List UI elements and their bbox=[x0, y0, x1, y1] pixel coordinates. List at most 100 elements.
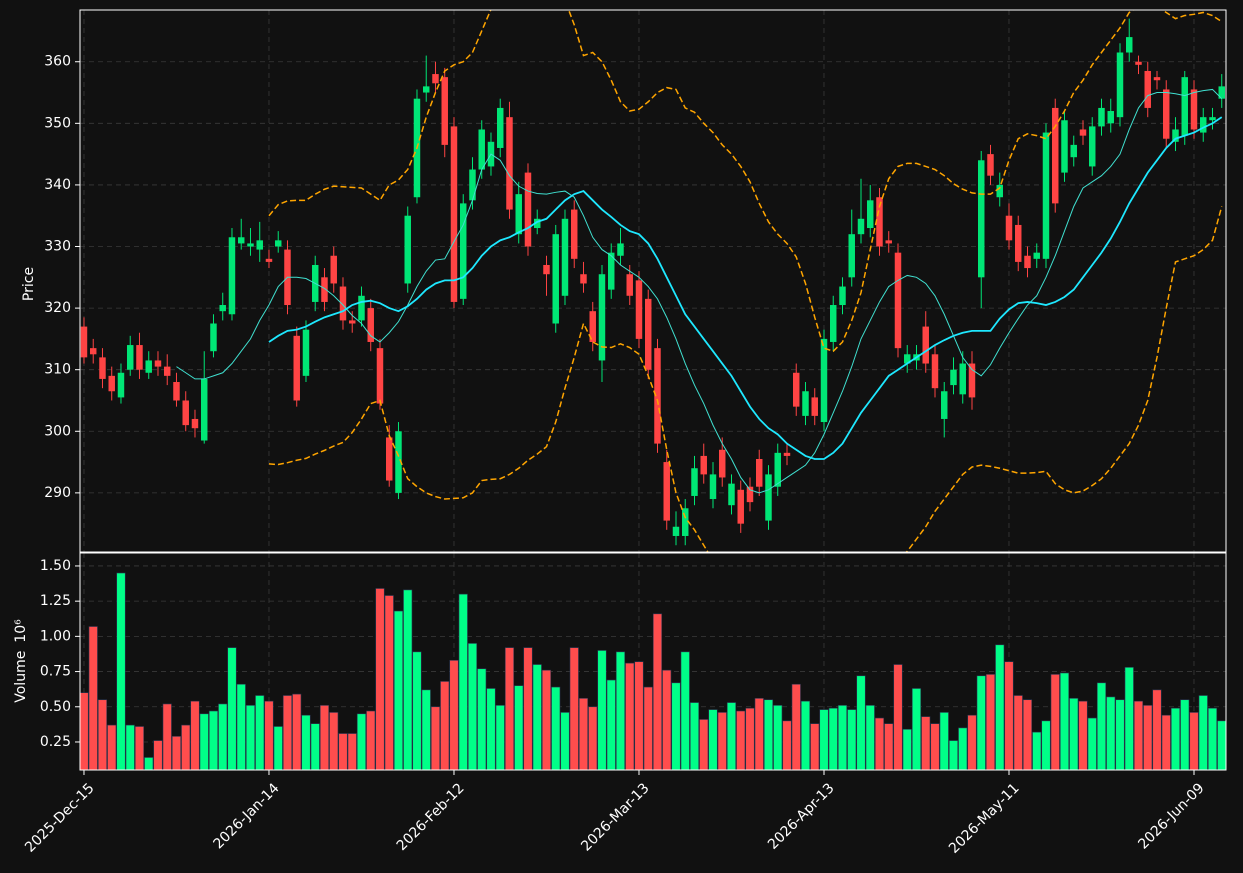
volume-bar bbox=[486, 688, 496, 770]
candle-body bbox=[543, 264, 550, 275]
volume-bar bbox=[1180, 699, 1190, 770]
volume-frame bbox=[79, 552, 1227, 771]
volume-bar bbox=[504, 647, 515, 770]
volume-bar bbox=[1217, 720, 1226, 770]
overlay-lines bbox=[176, 10, 1223, 552]
volume-bar bbox=[1189, 712, 1199, 770]
volume-bar bbox=[301, 714, 311, 770]
volume-bar bbox=[819, 709, 829, 770]
candle-body bbox=[173, 382, 180, 401]
candle-body bbox=[1015, 224, 1022, 262]
volume-bar bbox=[782, 720, 792, 770]
candle-body bbox=[672, 526, 680, 536]
candle-body bbox=[718, 449, 726, 478]
candle-body bbox=[117, 372, 125, 398]
candle-body bbox=[1153, 77, 1161, 81]
candle-body bbox=[904, 354, 911, 364]
volume-bar bbox=[292, 693, 302, 770]
volume-bar bbox=[116, 572, 126, 770]
volume-bar bbox=[1059, 672, 1070, 770]
candle-body bbox=[1042, 132, 1050, 259]
y-tick-label: 310 bbox=[44, 362, 71, 378]
volume-bar bbox=[1022, 699, 1033, 770]
candle-body bbox=[265, 258, 273, 262]
candle-body bbox=[89, 348, 97, 355]
volume-axis-label: Volume 10⁶ bbox=[13, 619, 29, 703]
volume-bar bbox=[1078, 700, 1088, 770]
volume-bar bbox=[1170, 707, 1181, 770]
volume-bars bbox=[80, 572, 1226, 770]
candle-body bbox=[293, 335, 300, 401]
candle-body bbox=[867, 200, 874, 229]
candle-body bbox=[376, 348, 384, 404]
candle-body bbox=[793, 372, 800, 407]
candle-body bbox=[256, 240, 263, 250]
candle-body bbox=[1107, 111, 1114, 124]
volume-bar bbox=[606, 679, 616, 770]
volume-bar bbox=[144, 757, 154, 770]
candle-body bbox=[422, 86, 430, 93]
candle-body bbox=[1190, 89, 1198, 130]
volume-bar bbox=[514, 685, 524, 770]
overlay-line bbox=[176, 88, 1223, 494]
y-tick-label: 360 bbox=[44, 54, 71, 70]
candle-body bbox=[635, 280, 643, 339]
volume-bar bbox=[477, 668, 487, 770]
volume-bar bbox=[939, 712, 949, 770]
candle-body bbox=[1024, 255, 1031, 269]
candle-body bbox=[182, 400, 189, 426]
candle-body bbox=[163, 366, 171, 376]
candle-body bbox=[617, 243, 624, 256]
candle-body bbox=[839, 286, 846, 306]
candle-body bbox=[496, 107, 504, 148]
volume-bar bbox=[495, 705, 505, 770]
candle-body bbox=[367, 308, 374, 342]
candle-body bbox=[395, 431, 402, 493]
volume-bar bbox=[985, 674, 996, 770]
volume-bar bbox=[319, 705, 330, 770]
candle-body bbox=[589, 311, 596, 342]
volume-bar bbox=[847, 709, 857, 770]
candle-body bbox=[950, 369, 957, 386]
volume-bar bbox=[726, 702, 737, 770]
candle-body bbox=[580, 274, 587, 284]
volume-bar bbox=[1087, 717, 1097, 770]
volume-bar bbox=[930, 723, 940, 770]
candle-body bbox=[1209, 117, 1216, 121]
volume-bar bbox=[403, 589, 413, 770]
volume-bar bbox=[1041, 720, 1051, 770]
candle-body bbox=[607, 252, 615, 290]
volume-bar bbox=[88, 626, 98, 770]
candle-body bbox=[469, 169, 476, 201]
candle-body bbox=[987, 154, 994, 176]
volume-bar bbox=[412, 651, 422, 770]
candle-body bbox=[432, 74, 439, 84]
candle-body bbox=[533, 218, 541, 229]
overlay-line bbox=[268, 206, 1223, 552]
volume-bar bbox=[588, 706, 598, 770]
volume-bar bbox=[662, 669, 672, 770]
volume-bar bbox=[967, 714, 977, 770]
candle-body bbox=[1172, 129, 1179, 142]
volume-bar bbox=[754, 698, 764, 770]
candle-body bbox=[524, 172, 532, 247]
candle-body bbox=[1052, 107, 1059, 204]
volume-bar bbox=[384, 595, 394, 770]
volume-bar bbox=[578, 698, 589, 770]
volume-bar bbox=[273, 726, 283, 770]
candle-body bbox=[876, 197, 883, 247]
candle-body bbox=[459, 203, 467, 299]
volume-bar bbox=[310, 723, 320, 770]
candle-body bbox=[302, 329, 310, 376]
volume-y-tick-label: 1.00 bbox=[40, 628, 71, 644]
candle-body bbox=[774, 452, 781, 487]
candle-body bbox=[765, 474, 772, 521]
candle-body bbox=[644, 298, 652, 370]
candle-body bbox=[922, 326, 929, 364]
candle-body bbox=[1163, 89, 1170, 139]
candle-body bbox=[848, 234, 855, 278]
candle-body bbox=[145, 360, 152, 373]
volume-bar bbox=[560, 712, 570, 770]
volume-bar bbox=[625, 662, 635, 770]
candle-body bbox=[478, 129, 485, 170]
